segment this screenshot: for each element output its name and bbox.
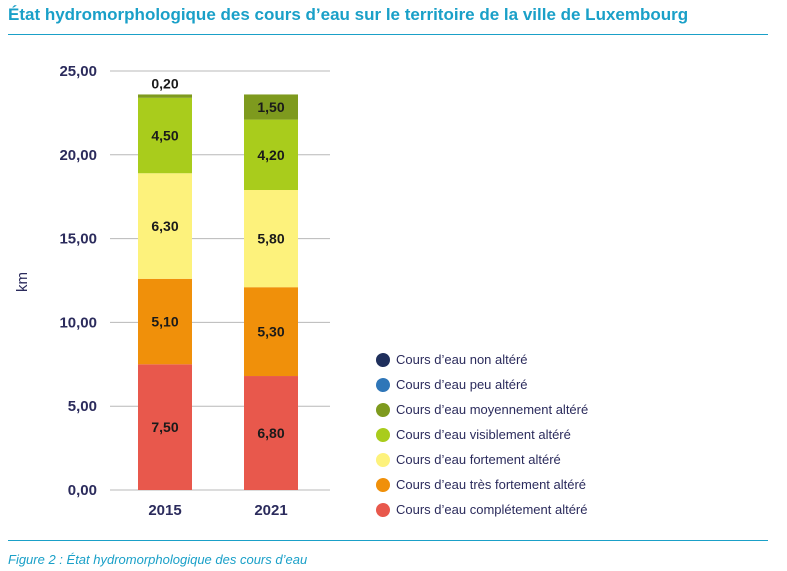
legend-swatch bbox=[376, 427, 390, 442]
legend-swatch bbox=[376, 477, 390, 492]
legend-label: Cours d’eau visiblement altéré bbox=[396, 427, 571, 442]
bar-segment bbox=[244, 376, 298, 490]
legend-item: Cours d’eau complétement altéré bbox=[376, 497, 588, 522]
data-label: 5,80 bbox=[257, 231, 284, 247]
y-tick-label: 10,00 bbox=[59, 314, 97, 331]
legend-label: Cours d’eau non altéré bbox=[396, 352, 528, 367]
y-tick-label: 0,00 bbox=[68, 482, 97, 499]
legend-label: Cours d’eau très fortement altéré bbox=[396, 477, 587, 492]
data-label: 4,20 bbox=[257, 147, 284, 163]
y-tick-label: 20,00 bbox=[59, 147, 97, 164]
y-tick-label: 15,00 bbox=[59, 231, 97, 248]
legend-swatch bbox=[376, 502, 390, 517]
data-label: 1,50 bbox=[257, 99, 284, 115]
bar-segment bbox=[244, 94, 298, 120]
bar-segment bbox=[138, 173, 192, 279]
legend-item: Cours d’eau non altéré bbox=[376, 347, 588, 372]
caption-divider bbox=[8, 540, 768, 541]
legend-label: Cours d’eau moyennement altéré bbox=[396, 402, 589, 417]
data-label: 5,30 bbox=[257, 324, 284, 340]
legend-label: Cours d’eau peu altéré bbox=[396, 377, 528, 392]
legend-label: Cours d’eau fortement altéré bbox=[396, 452, 561, 467]
data-label: 0,20 bbox=[151, 75, 178, 91]
bar-segment bbox=[244, 189, 298, 288]
data-label: 4,50 bbox=[151, 128, 178, 144]
bar-segment bbox=[138, 94, 192, 98]
x-tick-label: 2021 bbox=[254, 502, 287, 519]
legend-swatch bbox=[376, 352, 390, 367]
bar-segment bbox=[244, 119, 298, 190]
y-tick-label: 5,00 bbox=[68, 398, 97, 415]
x-tick-label: 2015 bbox=[148, 502, 181, 519]
chart-legend: Cours d’eau non altéré Cours d’eau peu al… bbox=[376, 347, 588, 522]
bar-chart: 0,00 5,00 10,00 15,00 20,00 25,00 km 7,50 5,10 6,… bbox=[14, 63, 330, 519]
bar-segment bbox=[138, 97, 192, 174]
data-label: 6,80 bbox=[257, 425, 284, 441]
legend-item: Cours d’eau fortement altéré bbox=[376, 447, 588, 472]
bar-segment bbox=[138, 364, 192, 490]
legend-swatch bbox=[376, 402, 390, 417]
bar-segment bbox=[138, 278, 192, 365]
bar-segment bbox=[244, 287, 298, 377]
data-label: 7,50 bbox=[151, 419, 178, 435]
chart-title: État hydromorphologique des cours d’eau … bbox=[8, 5, 689, 24]
data-label: 6,30 bbox=[151, 218, 178, 234]
legend-swatch bbox=[376, 377, 390, 392]
y-axis-label: km bbox=[14, 272, 31, 292]
data-label: 5,10 bbox=[151, 314, 178, 330]
title-divider bbox=[8, 34, 768, 35]
y-tick-label: 25,00 bbox=[59, 63, 97, 80]
legend-swatch bbox=[376, 452, 390, 467]
figure-caption: Figure 2 : État hydromorphologique des c… bbox=[8, 552, 308, 567]
legend-label: Cours d’eau complétement altéré bbox=[396, 502, 588, 517]
legend-item: Cours d’eau visiblement altéré bbox=[376, 422, 588, 447]
legend-item: Cours d’eau moyennement altéré bbox=[376, 397, 588, 422]
legend-item: Cours d’eau très fortement altéré bbox=[376, 472, 588, 497]
legend-item: Cours d’eau peu altéré bbox=[376, 372, 588, 397]
